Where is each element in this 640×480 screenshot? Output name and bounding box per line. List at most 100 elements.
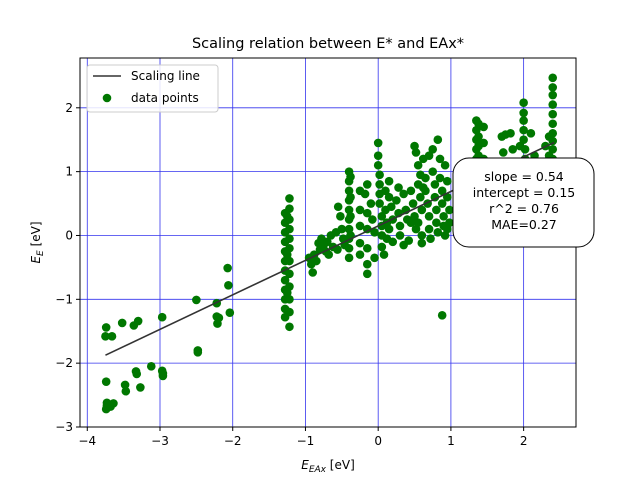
y-tick-label: −1 (55, 292, 73, 306)
data-point (362, 208, 372, 218)
data-point (445, 205, 454, 215)
data-point (101, 323, 111, 332)
annotation-line: intercept = 0.15 (473, 185, 576, 200)
data-point (548, 100, 558, 109)
y-label-symbol: E (29, 256, 43, 264)
data-point (366, 199, 376, 208)
data-point (375, 180, 384, 189)
data-point (384, 192, 394, 202)
data-point (136, 383, 145, 392)
data-point (355, 205, 365, 215)
data-point (362, 180, 372, 189)
data-point (107, 332, 117, 341)
data-point (417, 238, 427, 248)
data-point (282, 288, 292, 298)
annotation-line: MAE=0.27 (491, 217, 557, 232)
data-point (413, 218, 423, 228)
data-point (421, 173, 430, 183)
data-point (432, 205, 441, 215)
data-point (308, 268, 318, 277)
data-point (410, 212, 419, 221)
x-tick-label: −4 (78, 434, 96, 448)
data-point (312, 256, 321, 266)
data-point (508, 144, 518, 154)
y-tick-label: 1 (65, 165, 73, 179)
data-point (333, 245, 342, 254)
annotation-line: slope = 0.54 (484, 169, 564, 184)
data-point (109, 399, 118, 408)
data-point (355, 250, 365, 259)
data-point (519, 108, 528, 118)
data-point (519, 125, 528, 135)
legend-marker-swatch (102, 93, 112, 103)
data-point (501, 130, 510, 139)
data-point (548, 83, 558, 92)
data-point (368, 215, 377, 224)
data-point (428, 144, 438, 154)
data-point (440, 160, 450, 170)
data-point (408, 199, 418, 208)
data-point (386, 202, 396, 212)
data-point (157, 312, 167, 322)
data-point (442, 224, 452, 234)
data-point (433, 135, 443, 145)
data-point (344, 243, 354, 253)
data-point (379, 250, 389, 259)
x-tick-label: −2 (224, 434, 242, 448)
x-tick-label: −1 (297, 434, 315, 448)
data-point (193, 348, 203, 357)
data-point (223, 263, 232, 273)
data-point (548, 109, 558, 119)
data-point (362, 243, 372, 253)
chart-title: Scaling relation between E* and EAx* (192, 36, 464, 52)
data-point (158, 371, 168, 381)
data-point (435, 154, 445, 164)
data-point (381, 186, 390, 196)
data-point (101, 377, 111, 386)
data-point (399, 240, 408, 250)
data-point (333, 202, 343, 212)
data-point (362, 259, 372, 269)
data-point (192, 295, 201, 305)
data-point (395, 231, 405, 240)
data-point (375, 199, 384, 208)
x-label-symbol: E (301, 458, 309, 472)
data-point (285, 322, 294, 332)
data-point (416, 192, 425, 202)
data-point (373, 160, 383, 170)
data-point (285, 234, 294, 243)
data-point (373, 151, 383, 160)
data-point (418, 183, 428, 192)
data-point (285, 204, 294, 213)
data-point (413, 160, 423, 170)
data-point (373, 138, 383, 148)
data-point (360, 189, 370, 199)
y-tick-label: 2 (65, 101, 73, 115)
data-point (520, 144, 530, 154)
data-point (424, 151, 434, 160)
x-tick-label: −3 (151, 434, 169, 448)
data-point (437, 186, 447, 196)
x-axis-label: EEAx [eV] (301, 458, 355, 475)
data-point (336, 212, 345, 221)
data-point (548, 144, 558, 154)
data-point (214, 313, 224, 323)
y-label-subscript: E (36, 250, 46, 256)
data-point (285, 269, 294, 279)
data-point (437, 310, 447, 320)
data-point (282, 250, 292, 259)
data-point (519, 98, 528, 107)
data-point (101, 332, 110, 341)
data-point (442, 176, 452, 186)
data-point (433, 227, 443, 237)
y-tick-label: −3 (55, 420, 73, 434)
data-point (392, 196, 401, 205)
x-tick-label: 1 (447, 434, 455, 448)
data-point (375, 170, 384, 180)
data-point (355, 238, 365, 248)
data-point (428, 167, 438, 176)
data-point (146, 362, 156, 371)
y-tick-label: 0 (65, 228, 73, 242)
data-point (322, 237, 332, 247)
